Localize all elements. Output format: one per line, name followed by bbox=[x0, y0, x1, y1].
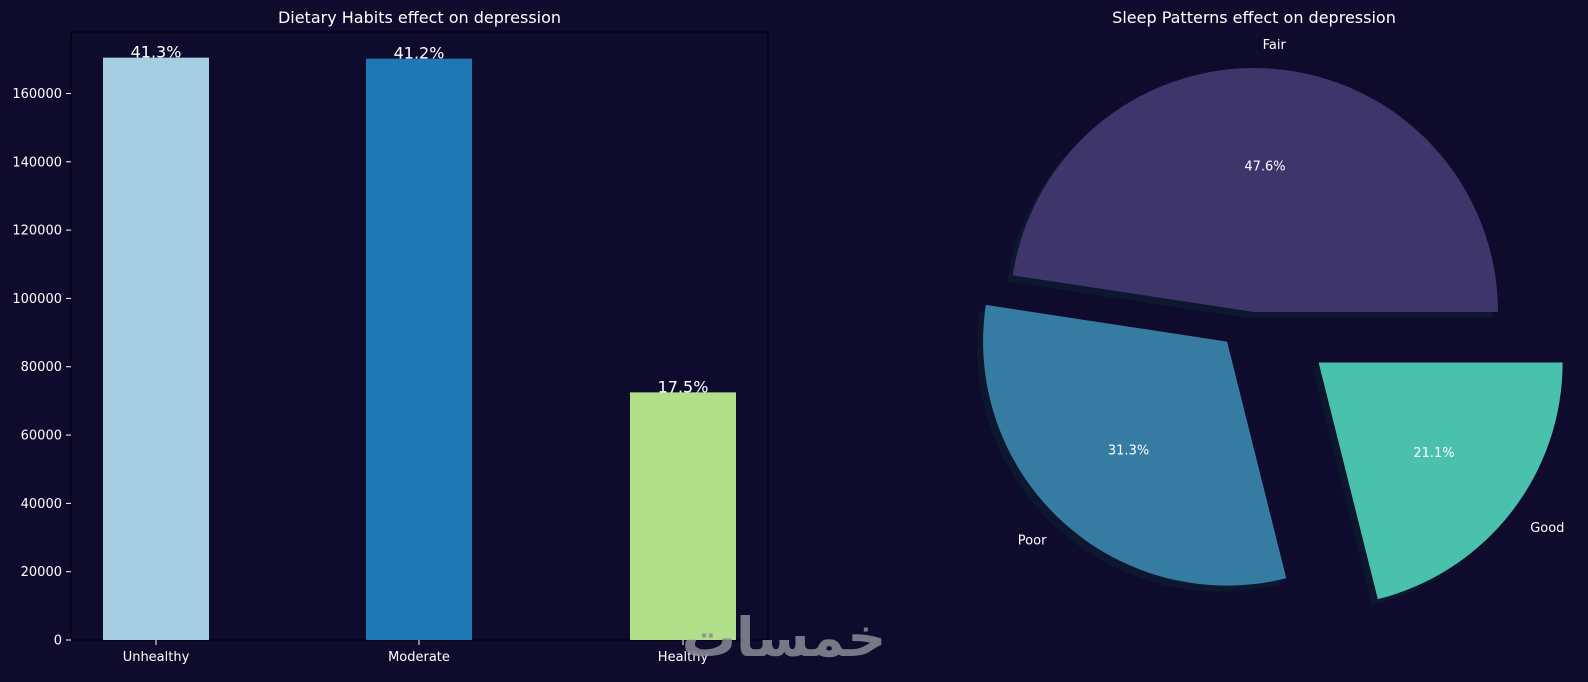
pie-chart-title: Sleep Patterns effect on depression bbox=[1112, 8, 1396, 27]
y-tick-label: 160000 bbox=[12, 87, 62, 102]
pie-labels: Fair 47.6% Poor 31.3% Good 21.1% bbox=[1018, 38, 1565, 549]
pie-slice-fair bbox=[1012, 68, 1498, 312]
bar-unhealthy bbox=[103, 57, 209, 640]
bar-marks bbox=[103, 57, 736, 640]
y-tick-label: 20000 bbox=[21, 565, 62, 580]
y-tick-label: 60000 bbox=[21, 429, 62, 444]
pie-category-label: Good bbox=[1530, 521, 1564, 536]
x-axis: Unhealthy Moderate Healthy bbox=[123, 640, 709, 665]
pie-percent-label: 21.1% bbox=[1413, 446, 1454, 461]
bar-value-label: 41.3% bbox=[131, 43, 182, 62]
bar-value-label: 17.5% bbox=[658, 377, 709, 396]
pie-chart: Sleep Patterns effect on depression Fair… bbox=[977, 8, 1565, 606]
y-tick-label: 100000 bbox=[12, 292, 62, 307]
pie-slices bbox=[983, 68, 1563, 600]
pie-slice-poor bbox=[983, 304, 1287, 586]
watermark-text: خمسات bbox=[682, 606, 887, 669]
bar-healthy bbox=[630, 392, 736, 640]
bar-chart: Dietary Habits effect on depression 0 200… bbox=[12, 8, 769, 665]
bar-chart-title: Dietary Habits effect on depression bbox=[278, 8, 561, 27]
pie-category-label: Poor bbox=[1018, 534, 1047, 549]
y-tick-label: 80000 bbox=[21, 360, 62, 375]
bar-moderate bbox=[366, 58, 472, 640]
x-tick-label: Healthy bbox=[658, 650, 709, 665]
y-tick-label: 0 bbox=[54, 634, 62, 649]
bar-value-labels: 41.3% 41.2% 17.5% bbox=[131, 43, 709, 397]
x-tick-label: Unhealthy bbox=[123, 650, 190, 665]
x-tick-label: Moderate bbox=[388, 650, 450, 665]
pie-slice-good bbox=[1318, 362, 1563, 600]
y-tick-label: 40000 bbox=[21, 497, 62, 512]
y-tick-label: 120000 bbox=[12, 224, 62, 239]
y-axis: 0 20000 40000 60000 80000 100000 120000 140000 1… bbox=[12, 87, 71, 649]
pie-percent-label: 31.3% bbox=[1108, 443, 1149, 458]
bar-value-label: 41.2% bbox=[394, 44, 445, 63]
pie-percent-label: 47.6% bbox=[1244, 160, 1285, 175]
y-tick-label: 140000 bbox=[12, 155, 62, 170]
pie-category-label: Fair bbox=[1263, 38, 1287, 53]
